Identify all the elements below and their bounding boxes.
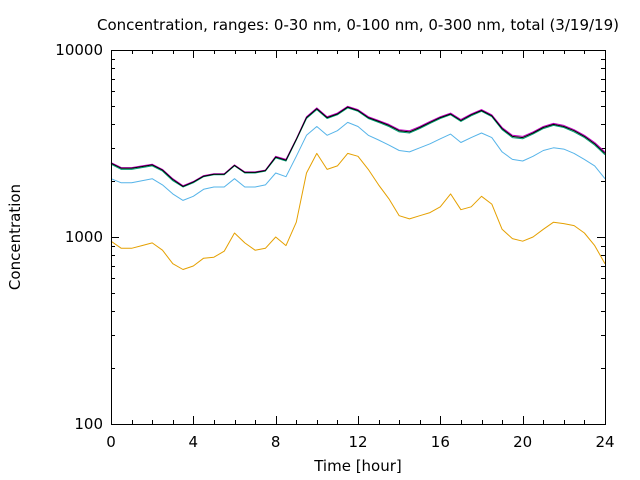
series-line-1 [110,121,606,201]
x-tick-label: 8 [271,433,281,451]
y-axis-label: Concentration [6,184,24,290]
chart-title: Concentration, ranges: 0-30 nm, 0-100 nm… [97,16,619,34]
series-line-2 [110,107,606,188]
x-tick-label: 12 [348,433,367,451]
y-tick-label: 100 [74,415,103,433]
tick-labels: 0 4 8 12 16 20 24 100 1000 10000 [55,41,614,451]
x-tick-label: 16 [431,433,450,451]
x-tick-label: 0 [106,433,116,451]
y-tick-label: 10000 [55,41,103,59]
x-axis-label: Time [hour] [313,457,402,475]
series-line-3 [110,105,606,187]
series-line-0 [110,152,606,270]
x-tick-label: 24 [595,433,614,451]
series-line-4 [110,106,606,187]
x-tick-label: 4 [189,433,199,451]
x-tick-label: 20 [513,433,532,451]
plot-area [110,105,606,270]
y-tick-label: 1000 [65,228,103,246]
plot-frame [111,50,606,425]
